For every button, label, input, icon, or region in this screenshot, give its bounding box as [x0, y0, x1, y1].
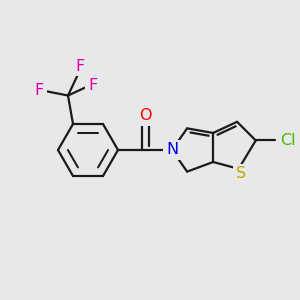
- Text: F: F: [75, 58, 85, 74]
- Text: F: F: [88, 78, 97, 93]
- Text: Cl: Cl: [280, 133, 296, 148]
- Text: S: S: [236, 166, 246, 181]
- Text: O: O: [139, 108, 151, 123]
- Text: F: F: [35, 83, 44, 98]
- Text: N: N: [166, 142, 178, 158]
